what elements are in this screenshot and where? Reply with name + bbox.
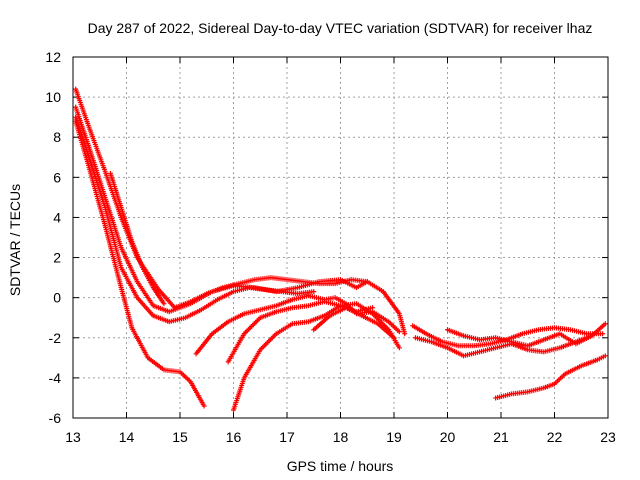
data-point-marker xyxy=(589,333,595,339)
data-point-marker xyxy=(161,301,167,307)
data-point-marker xyxy=(201,403,207,409)
series-track-8 xyxy=(231,301,402,413)
series-track-13 xyxy=(493,353,608,401)
y-tick-label: 0 xyxy=(53,290,61,306)
y-axis-label: SDTVAR / TECUs xyxy=(7,184,23,296)
data-point-marker xyxy=(402,331,408,337)
y-tick-label: -2 xyxy=(49,330,62,346)
x-tick-label: 23 xyxy=(600,429,616,445)
data-point-marker xyxy=(370,305,376,311)
x-tick-label: 22 xyxy=(547,429,563,445)
data-point-marker xyxy=(396,329,402,335)
series-track-4 xyxy=(73,118,207,409)
y-tick-label: 12 xyxy=(45,49,61,65)
grid xyxy=(73,57,608,418)
x-tick-label: 20 xyxy=(440,429,456,445)
series-track-3 xyxy=(73,114,317,325)
y-tick-label: -6 xyxy=(49,410,62,426)
plot-frame xyxy=(72,56,609,419)
x-tick-label: 14 xyxy=(119,429,135,445)
series-track-12 xyxy=(445,327,595,349)
x-axis-label: GPS time / hours xyxy=(287,458,394,474)
data-point-marker xyxy=(391,335,397,341)
data-point-marker xyxy=(602,321,608,327)
axis-ticks: 13 14 15 16 17 18 19 20 21 22 23 -6 -4 -2 0 2 4 6 8 10 12 xyxy=(45,49,616,445)
x-tick-label: 16 xyxy=(226,429,242,445)
data-point-marker xyxy=(396,345,402,351)
series-track-5 xyxy=(107,170,167,307)
data-point-marker xyxy=(600,331,606,337)
y-tick-label: 2 xyxy=(53,250,61,266)
x-tick-label: 17 xyxy=(279,429,295,445)
chart-title: Day 287 of 2022, Sidereal Day-to-day VTE… xyxy=(88,20,593,36)
y-tick-label: 8 xyxy=(53,129,61,145)
x-tick-label: 21 xyxy=(493,429,509,445)
y-tick-label: 6 xyxy=(53,169,61,185)
y-tick-label: -4 xyxy=(49,370,62,386)
x-tick-label: 19 xyxy=(386,429,402,445)
data-series xyxy=(73,86,608,413)
x-tick-label: 13 xyxy=(65,429,81,445)
x-tick-label: 18 xyxy=(333,429,349,445)
series-track-9 xyxy=(311,305,397,341)
series-track-10 xyxy=(410,323,606,349)
data-point-marker xyxy=(602,353,608,359)
data-point-marker xyxy=(364,279,370,285)
data-point-marker xyxy=(311,289,317,295)
y-tick-label: 10 xyxy=(45,89,61,105)
y-tick-label: 4 xyxy=(53,209,61,225)
x-tick-label: 15 xyxy=(172,429,188,445)
